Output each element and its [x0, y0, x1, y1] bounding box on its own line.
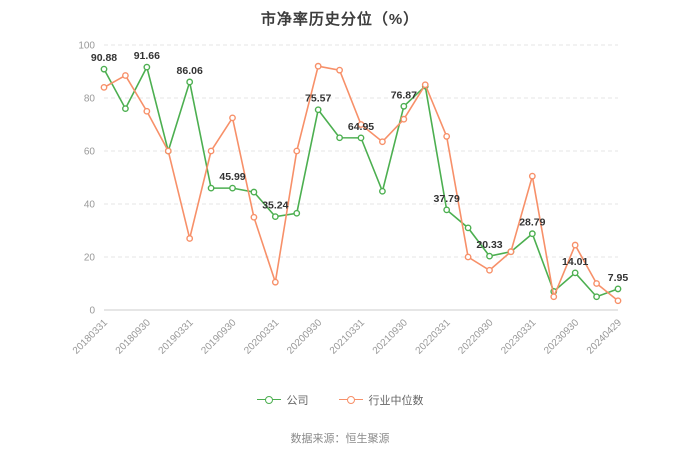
- data-point-industry-median[interactable]: [271, 278, 279, 286]
- legend-label-industry-median: 行业中位数: [368, 395, 424, 407]
- data-point-label: 76.87: [391, 89, 417, 101]
- data-point-industry-median[interactable]: [400, 115, 408, 123]
- data-point-company[interactable]: [143, 63, 151, 71]
- data-point-company[interactable]: [357, 134, 365, 142]
- data-point-label: 90.88: [91, 52, 117, 64]
- data-point-industry-median[interactable]: [571, 241, 579, 249]
- data-point-industry-median[interactable]: [528, 172, 536, 180]
- x-axis-tick-label: 20230331: [499, 317, 539, 357]
- data-point-industry-median[interactable]: [550, 293, 558, 301]
- data-point-label: 14.01: [562, 256, 588, 268]
- data-point-industry-median[interactable]: [614, 297, 622, 305]
- data-point-label: 75.57: [305, 93, 331, 105]
- data-point-industry-median[interactable]: [229, 114, 236, 122]
- x-axis-tick-label: 20200930: [285, 317, 325, 357]
- x-axis-tick-label: 20220930: [456, 317, 496, 357]
- data-point-industry-median[interactable]: [143, 107, 151, 115]
- x-axis-tick-label: 20210930: [371, 317, 411, 357]
- x-axis-tick-label: 20190930: [199, 317, 239, 357]
- data-point-company[interactable]: [271, 213, 279, 221]
- data-point-company[interactable]: [571, 269, 579, 277]
- data-point-company[interactable]: [614, 285, 622, 293]
- line-circle-marker-icon: [338, 395, 363, 405]
- data-point-industry-median[interactable]: [443, 133, 451, 140]
- data-point-industry-median[interactable]: [250, 213, 258, 221]
- x-axis-tick-label: 20240429: [585, 317, 625, 357]
- chart-legend: 公司 行业中位数: [0, 392, 680, 408]
- data-point-company[interactable]: [464, 224, 472, 232]
- data-point-label: 64.95: [348, 121, 374, 133]
- data-point-industry-median[interactable]: [314, 62, 322, 70]
- y-axis-tick-label: 100: [78, 41, 95, 52]
- data-point-company[interactable]: [400, 102, 408, 110]
- x-axis-tick-label: 20230930: [542, 317, 582, 357]
- data-point-industry-median[interactable]: [336, 66, 343, 74]
- legend-label-company: 公司: [286, 395, 309, 407]
- data-point-company[interactable]: [293, 209, 301, 217]
- x-axis-tick-label: 20200331: [242, 317, 282, 357]
- data-point-industry-median[interactable]: [207, 147, 215, 155]
- data-point-industry-median[interactable]: [507, 248, 515, 256]
- data-point-company[interactable]: [379, 187, 386, 195]
- data-point-label: 37.79: [434, 193, 460, 205]
- data-point-industry-median[interactable]: [100, 84, 108, 91]
- x-axis-tick-label: 20220331: [414, 317, 454, 357]
- y-axis-tick-label: 80: [84, 94, 96, 105]
- x-axis-tick-label: 20180331: [71, 317, 111, 357]
- data-point-company[interactable]: [207, 184, 215, 192]
- data-point-industry-median[interactable]: [421, 81, 429, 89]
- data-point-company[interactable]: [229, 184, 236, 192]
- data-point-industry-median[interactable]: [186, 235, 194, 242]
- series-line-company: [103, 64, 619, 298]
- data-point-company[interactable]: [186, 78, 194, 86]
- data-point-company[interactable]: [486, 252, 493, 260]
- data-point-company[interactable]: [528, 230, 536, 238]
- data-point-industry-median[interactable]: [593, 280, 600, 287]
- series-line-industry-median: [103, 65, 619, 302]
- y-axis-tick-label: 40: [84, 200, 96, 211]
- data-point-industry-median[interactable]: [357, 121, 365, 128]
- data-point-company[interactable]: [593, 293, 600, 301]
- y-axis-tick-label: 0: [89, 306, 95, 317]
- data-point-label: 20.33: [476, 239, 502, 251]
- data-point-company[interactable]: [314, 106, 322, 114]
- data-point-company[interactable]: [100, 65, 108, 73]
- data-point-company[interactable]: [443, 206, 451, 214]
- chart-title: 市净率历史分位（%）: [260, 11, 420, 28]
- data-point-label: 45.99: [219, 171, 245, 183]
- data-point-company[interactable]: [336, 134, 343, 142]
- legend-item-company[interactable]: 公司: [256, 392, 309, 408]
- data-point-label: 86.06: [177, 65, 203, 77]
- y-axis-tick-label: 60: [84, 147, 96, 158]
- data-point-industry-median[interactable]: [379, 138, 386, 146]
- x-axis-tick-label: 20210331: [328, 317, 368, 357]
- data-point-label: 7.95: [608, 272, 629, 284]
- data-point-industry-median[interactable]: [293, 147, 301, 155]
- data-point-company[interactable]: [122, 105, 129, 113]
- data-point-industry-median[interactable]: [486, 266, 493, 274]
- line-circle-marker-icon: [256, 395, 281, 405]
- data-point-label: 35.24: [262, 200, 288, 212]
- legend-item-industry-median[interactable]: 行业中位数: [338, 392, 424, 408]
- x-axis-tick-label: 20190331: [157, 317, 197, 357]
- x-axis-tick-label: 20180930: [114, 317, 154, 357]
- y-axis-tick-label: 20: [84, 253, 96, 264]
- data-point-industry-median[interactable]: [164, 147, 172, 155]
- data-source-note: 数据来源：恒生聚源: [290, 433, 390, 445]
- data-point-label: 28.79: [519, 217, 545, 229]
- data-point-industry-median[interactable]: [464, 253, 472, 261]
- data-point-company[interactable]: [250, 188, 258, 196]
- data-point-label: 91.66: [134, 50, 160, 62]
- data-point-industry-median[interactable]: [122, 72, 129, 79]
